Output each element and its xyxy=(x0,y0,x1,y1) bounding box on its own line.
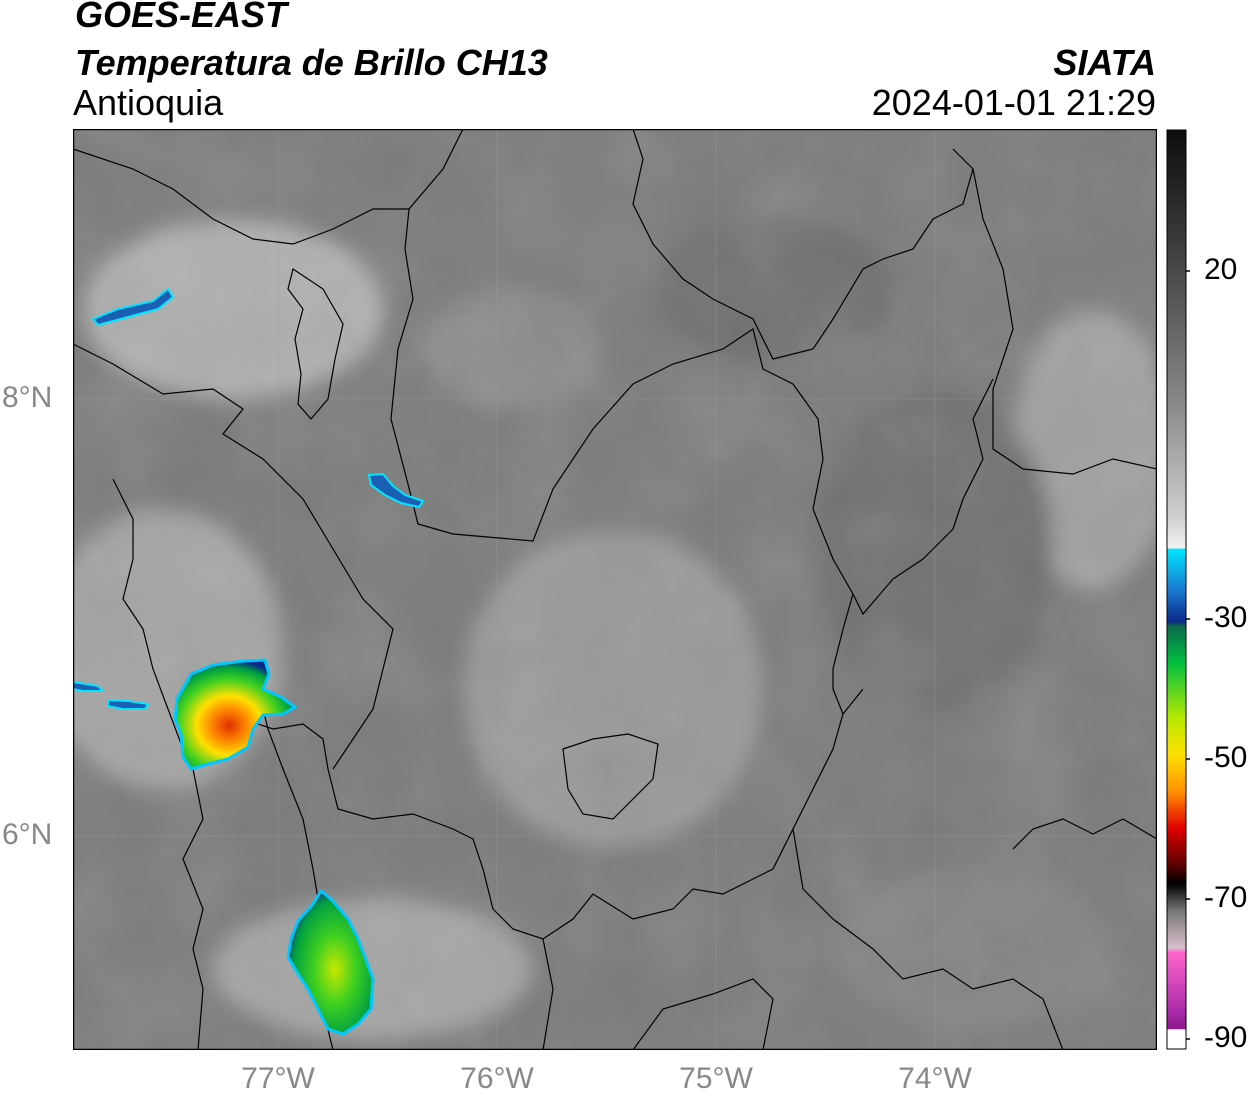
storm-cell-west-small xyxy=(73,680,106,692)
storm-cell-choco xyxy=(173,658,298,771)
gridlines xyxy=(73,129,1157,1050)
region-title: Antioquia xyxy=(73,82,224,123)
lon-label-75w: 75°W xyxy=(679,1062,753,1095)
storm-cell-west-dot xyxy=(107,698,150,710)
antioquia-south xyxy=(327,688,864,940)
lat-label-8n: 8°N xyxy=(2,381,53,414)
south-border-2 xyxy=(792,828,1064,1050)
colorbar-tick-minus50: -50 xyxy=(1204,741,1248,774)
satellite-map xyxy=(73,129,1157,1050)
colorbar-tick-minus90: -90 xyxy=(1204,1021,1248,1054)
medellin-area xyxy=(562,733,659,820)
south-border-1 xyxy=(542,938,554,1050)
colorbar xyxy=(1166,129,1190,1050)
east-ridge xyxy=(1012,818,1157,850)
northeast-border xyxy=(632,129,974,360)
satellite-title: GOES-EAST xyxy=(75,0,288,35)
colorbar-tick-minus70: -70 xyxy=(1204,881,1248,914)
antioquia-west xyxy=(390,208,994,616)
northwest-line xyxy=(73,129,464,245)
lon-label-76w: 76°W xyxy=(460,1062,534,1095)
gulf-uraba xyxy=(287,268,344,420)
east-border xyxy=(972,168,1157,475)
colorbar-tick-minus30: -30 xyxy=(1204,601,1248,634)
antioquia-east xyxy=(832,593,854,715)
product-title: Temperatura de Brillo CH13 xyxy=(75,42,548,83)
lon-label-74w: 74°W xyxy=(898,1062,972,1095)
colorbar-ticks xyxy=(1186,270,1190,1040)
datetime-label: 2024-01-01 21:29 xyxy=(871,82,1156,123)
organization-label: SIATA xyxy=(1053,42,1156,83)
map-frame xyxy=(73,129,1157,1050)
colorbar-fill xyxy=(1166,129,1187,1050)
storm-cell-north xyxy=(91,287,175,327)
coastline-north xyxy=(73,343,394,770)
colorbar-tick-20: 20 xyxy=(1204,253,1238,286)
south-border-3 xyxy=(632,978,774,1050)
cold-cloud-tops xyxy=(73,287,425,1036)
storm-cell-uraba xyxy=(367,472,425,509)
storm-cell-south xyxy=(286,888,375,1036)
lat-label-6n: 6°N xyxy=(2,818,53,851)
boundaries xyxy=(73,129,1157,1050)
lon-label-77w: 77°W xyxy=(241,1062,315,1095)
